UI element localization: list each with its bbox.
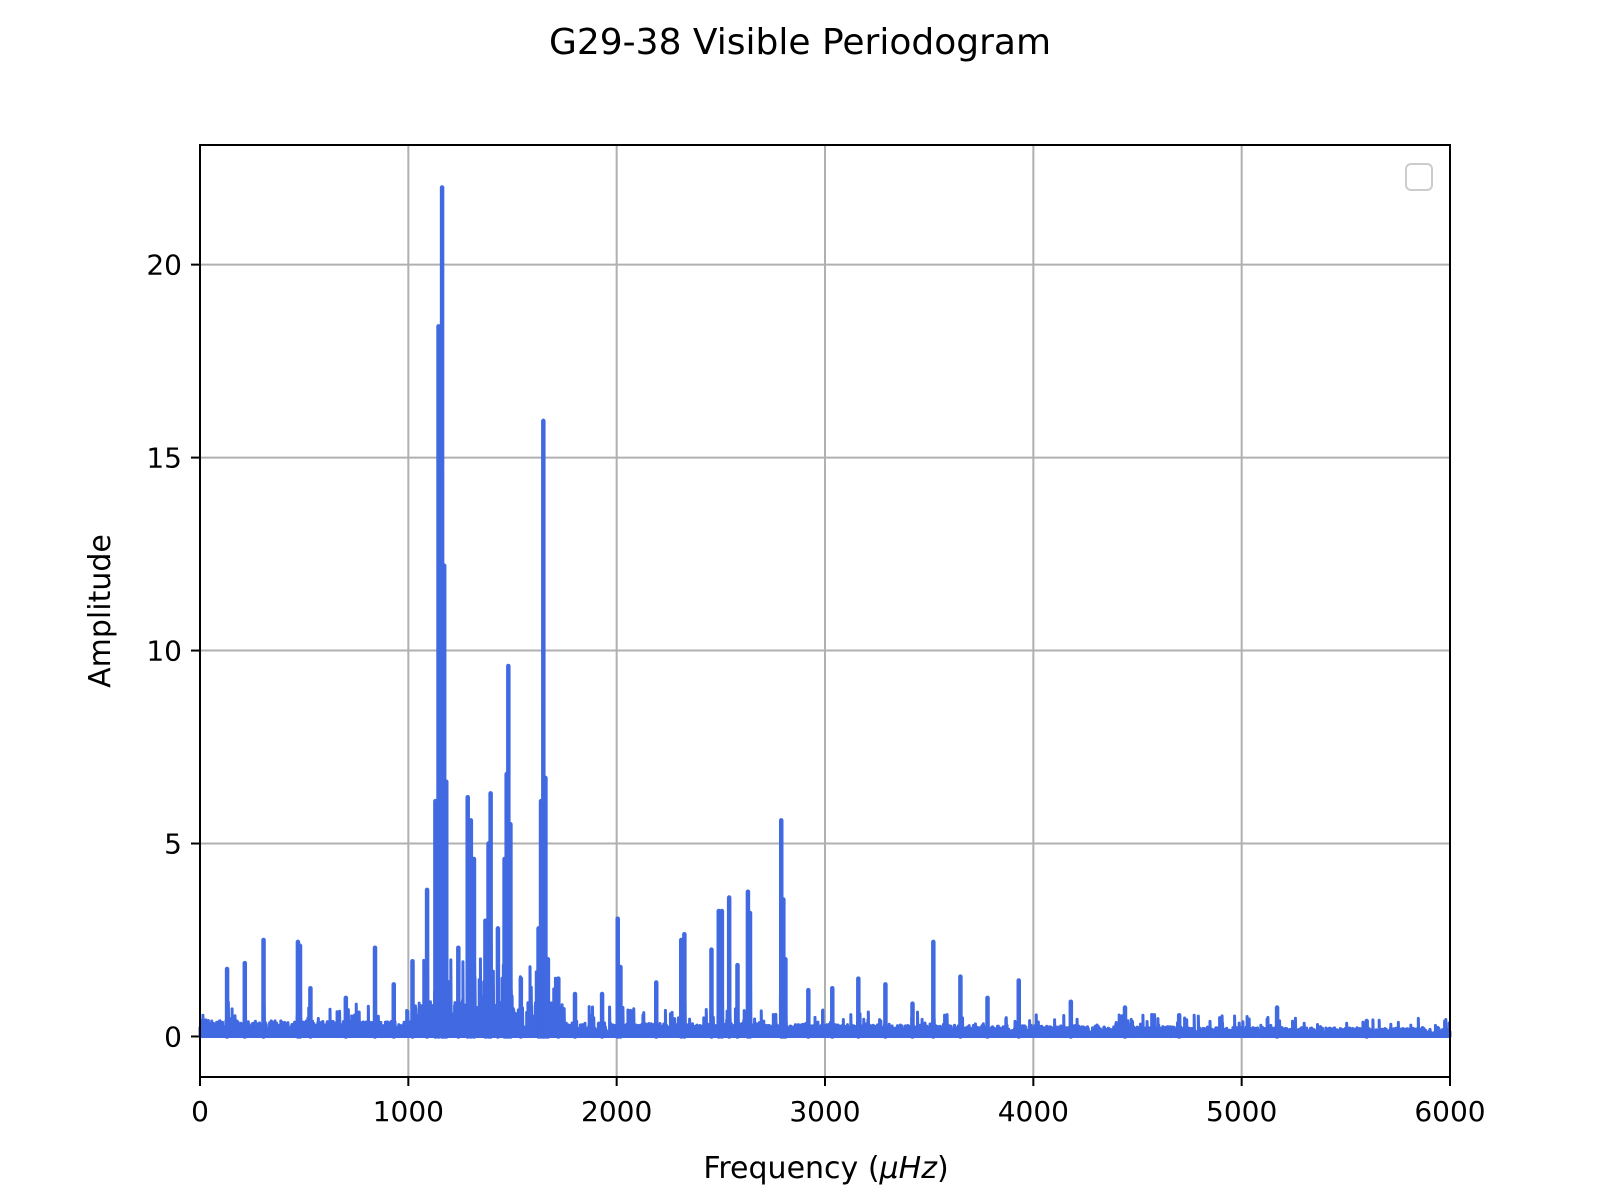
plot-area: [198, 185, 1452, 1039]
x-tick-label: 1000: [373, 1095, 444, 1128]
y-axis-title: Amplitude: [83, 534, 118, 688]
legend-box: [1405, 163, 1433, 191]
x-tick-label: 6000: [1414, 1095, 1485, 1128]
x-axis-title-unit: μHz: [879, 1151, 939, 1186]
x-tick-label: 2000: [581, 1095, 652, 1128]
x-axis-ticks: 0 1000 2000 3000 4000 5000 6000: [191, 1077, 1486, 1128]
periodogram-line: [198, 185, 1452, 1038]
axes-frame: [199, 144, 1451, 1078]
grid-lines: [199, 145, 1451, 1077]
x-tick-label: 4000: [998, 1095, 1069, 1128]
x-tick-label: 3000: [789, 1095, 860, 1128]
y-tick-label: 5: [164, 828, 182, 861]
chart-title: G29-38 Visible Periodogram: [549, 22, 1051, 63]
x-axis-title-text: Frequency (: [703, 1151, 879, 1186]
y-tick-label: 0: [164, 1020, 182, 1053]
x-tick-label: 5000: [1206, 1095, 1277, 1128]
y-axis-ticks: 0 5 10 15 20: [146, 249, 200, 1053]
y-tick-label: 10: [146, 635, 182, 668]
x-axis-title-close: ): [937, 1151, 949, 1186]
x-axis-title: Frequency (μHz): [703, 1151, 948, 1186]
y-tick-label: 15: [146, 442, 182, 475]
x-tick-label: 0: [191, 1095, 209, 1128]
y-tick-label: 20: [146, 249, 182, 282]
